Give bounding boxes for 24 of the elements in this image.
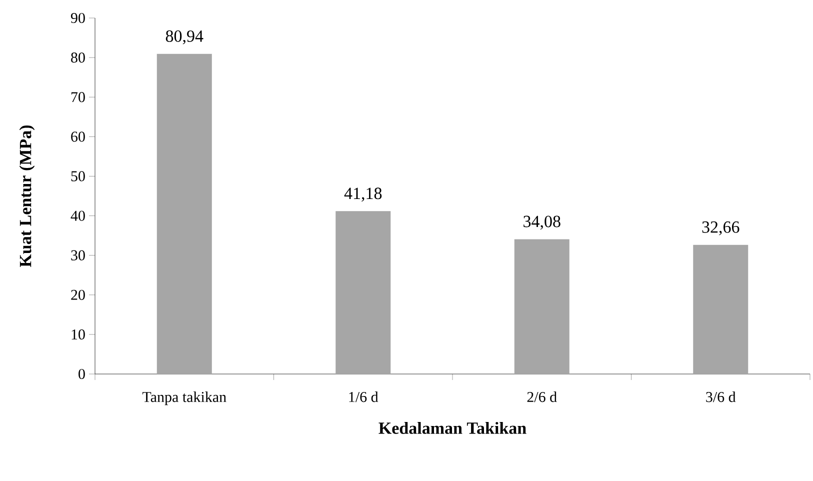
y-tick-label: 90 bbox=[70, 12, 85, 24]
y-tick-label: 0 bbox=[78, 368, 85, 380]
bar bbox=[336, 211, 391, 374]
x-tick-label: 3/6 d bbox=[706, 392, 736, 402]
data-label: 80,94 bbox=[166, 30, 204, 44]
bar bbox=[156, 54, 212, 374]
x-tick-label: 1/6 d bbox=[349, 392, 378, 402]
y-tick-label: 80 bbox=[71, 52, 85, 63]
x-tick-label: Tanpa takikan bbox=[142, 392, 226, 406]
bar bbox=[693, 244, 748, 374]
y-tick-label: 70 bbox=[71, 92, 85, 102]
y-tick-label: 60 bbox=[71, 132, 85, 142]
y-tick-label: 20 bbox=[71, 290, 85, 300]
bar bbox=[514, 239, 570, 374]
y-tick-label: 10 bbox=[72, 329, 85, 340]
y-axis-title: Kuat Lentur (MPa) bbox=[19, 125, 35, 267]
x-tick-label: 2/6 d bbox=[527, 392, 557, 402]
x-axis-title: Kedalaman Takikan bbox=[378, 422, 526, 434]
y-tick-label: 50 bbox=[71, 171, 85, 182]
data-label: 41,18 bbox=[344, 188, 382, 202]
y-tick-label: 40 bbox=[70, 210, 85, 221]
y-tick-label: 30 bbox=[71, 250, 85, 260]
data-label: 34,08 bbox=[524, 216, 560, 230]
data-label: 32,66 bbox=[702, 221, 740, 236]
